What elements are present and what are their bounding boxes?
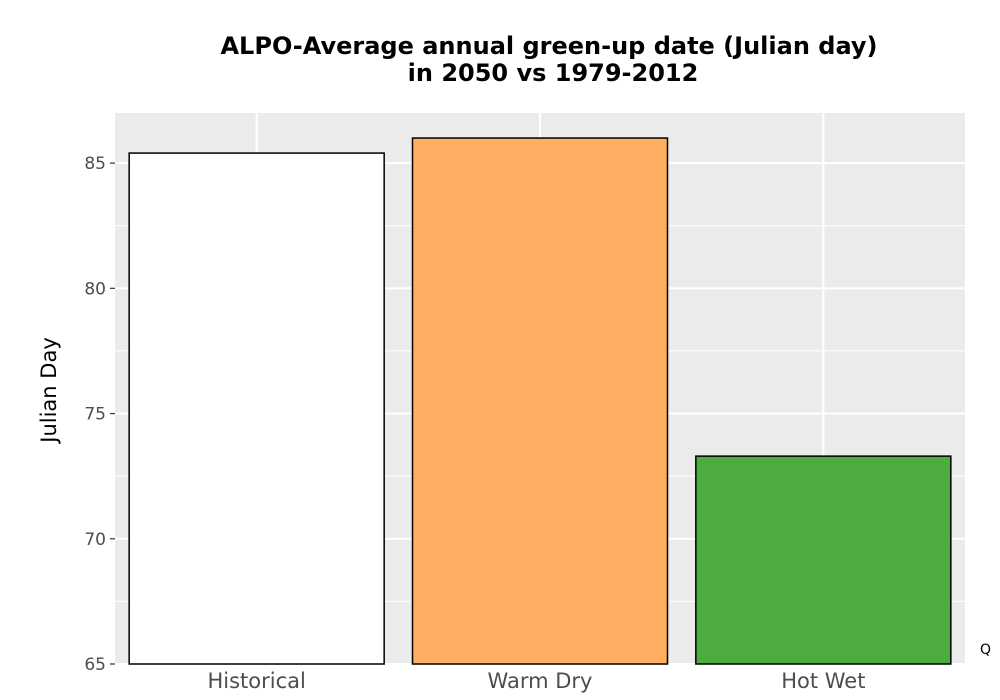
- y-tick-label: 85: [84, 154, 106, 174]
- x-tick-label: Warm Dry: [488, 669, 593, 693]
- x-axis-labels: Historical Warm Dry Hot Wet: [207, 669, 865, 693]
- x-tick-label: Historical: [207, 669, 305, 693]
- corner-mark: Q: [980, 642, 991, 658]
- y-tick-label: 80: [84, 279, 106, 299]
- y-axis-ticks: 65 70 75 80 85: [84, 154, 115, 675]
- y-axis-title: Julian Day: [37, 337, 61, 445]
- y-tick-label: 70: [84, 530, 106, 550]
- bar-historical: [128, 152, 385, 665]
- chart-title-line-2: in 2050 vs 1979-2012: [408, 59, 699, 87]
- y-tick-label: 65: [84, 655, 106, 675]
- chart-title-line-1: ALPO-Average annual green-up date (Julia…: [220, 32, 877, 60]
- bar-hot-wet: [695, 455, 952, 665]
- bars: [128, 137, 952, 665]
- bar-warm-dry: [411, 137, 669, 665]
- x-tick-label: Hot Wet: [781, 669, 865, 693]
- y-tick-label: 75: [84, 405, 106, 425]
